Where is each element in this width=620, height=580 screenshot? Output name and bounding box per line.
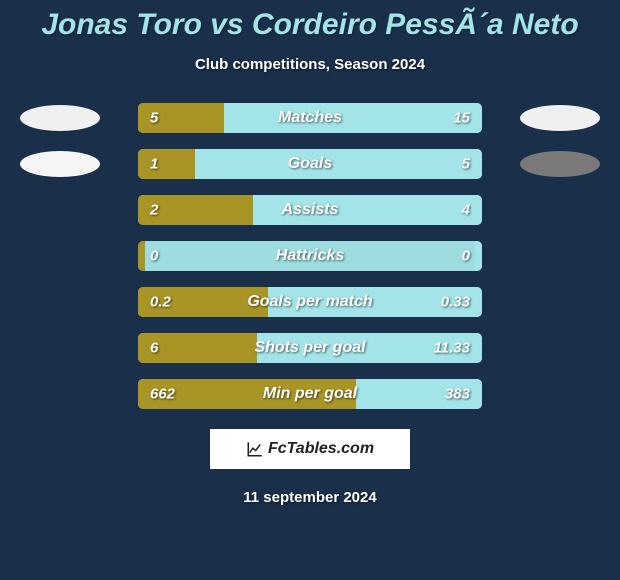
bar-track: 5 15 Matches bbox=[138, 103, 482, 133]
stat-label: Goals per match bbox=[247, 293, 372, 311]
stat-row: 0 0 Hattricks bbox=[0, 241, 620, 271]
logo-text: FcTables.com bbox=[268, 440, 374, 458]
comparison-card: Jonas Toro vs Cordeiro PessÃ´a Neto Club… bbox=[0, 0, 620, 580]
value-right: 4 bbox=[462, 202, 470, 219]
stat-row: 1 5 Goals bbox=[0, 149, 620, 179]
page-title: Jonas Toro vs Cordeiro PessÃ´a Neto bbox=[0, 0, 620, 42]
stat-label: Min per goal bbox=[263, 385, 357, 403]
stat-label: Matches bbox=[278, 109, 342, 127]
value-right: 15 bbox=[453, 110, 470, 127]
bar-right bbox=[195, 149, 482, 179]
stats-chart: 515Matches15Goals24Assists00Hattricks0.2… bbox=[0, 103, 620, 409]
value-right: 0.33 bbox=[441, 294, 470, 311]
bar-track: 2 4 Assists bbox=[138, 195, 482, 225]
value-right: 383 bbox=[445, 386, 470, 403]
stat-row: 5 15 Matches bbox=[0, 103, 620, 133]
team-badge-right bbox=[520, 105, 600, 131]
bar-left bbox=[138, 149, 195, 179]
stat-label: Hattricks bbox=[276, 247, 344, 265]
value-right: 11.33 bbox=[434, 340, 470, 357]
stat-row: 0.2 0.33 Goals per match bbox=[0, 287, 620, 317]
value-right: 5 bbox=[462, 156, 470, 173]
value-left: 0.2 bbox=[150, 294, 171, 311]
bar-track: 6 11.33 Shots per goal bbox=[138, 333, 482, 363]
value-left: 2 bbox=[150, 202, 158, 219]
bar-track: 662 383 Min per goal bbox=[138, 379, 482, 409]
value-left: 1 bbox=[150, 156, 158, 173]
value-right: 0 bbox=[462, 248, 470, 265]
team-badge-right bbox=[520, 151, 600, 177]
stat-label: Goals bbox=[288, 155, 332, 173]
stat-row: 2 4 Assists bbox=[0, 195, 620, 225]
bar-right bbox=[475, 241, 482, 271]
bar-right bbox=[224, 103, 482, 133]
logo-box[interactable]: FcTables.com bbox=[210, 429, 410, 469]
value-left: 662 bbox=[150, 386, 175, 403]
bar-track: 0.2 0.33 Goals per match bbox=[138, 287, 482, 317]
bar-track: 0 0 Hattricks bbox=[138, 241, 482, 271]
stat-label: Assists bbox=[282, 201, 339, 219]
stat-row: 6 11.33 Shots per goal bbox=[0, 333, 620, 363]
team-badge-left bbox=[20, 105, 100, 131]
stat-row: 662 383 Min per goal bbox=[0, 379, 620, 409]
value-left: 0 bbox=[150, 248, 158, 265]
value-left: 6 bbox=[150, 340, 158, 357]
subtitle: Club competitions, Season 2024 bbox=[0, 56, 620, 73]
bar-left bbox=[138, 241, 145, 271]
stat-label: Shots per goal bbox=[254, 339, 365, 357]
chart-icon bbox=[246, 440, 264, 458]
bar-track: 1 5 Goals bbox=[138, 149, 482, 179]
value-left: 5 bbox=[150, 110, 158, 127]
date-label: 11 september 2024 bbox=[0, 489, 620, 506]
team-badge-left bbox=[20, 151, 100, 177]
